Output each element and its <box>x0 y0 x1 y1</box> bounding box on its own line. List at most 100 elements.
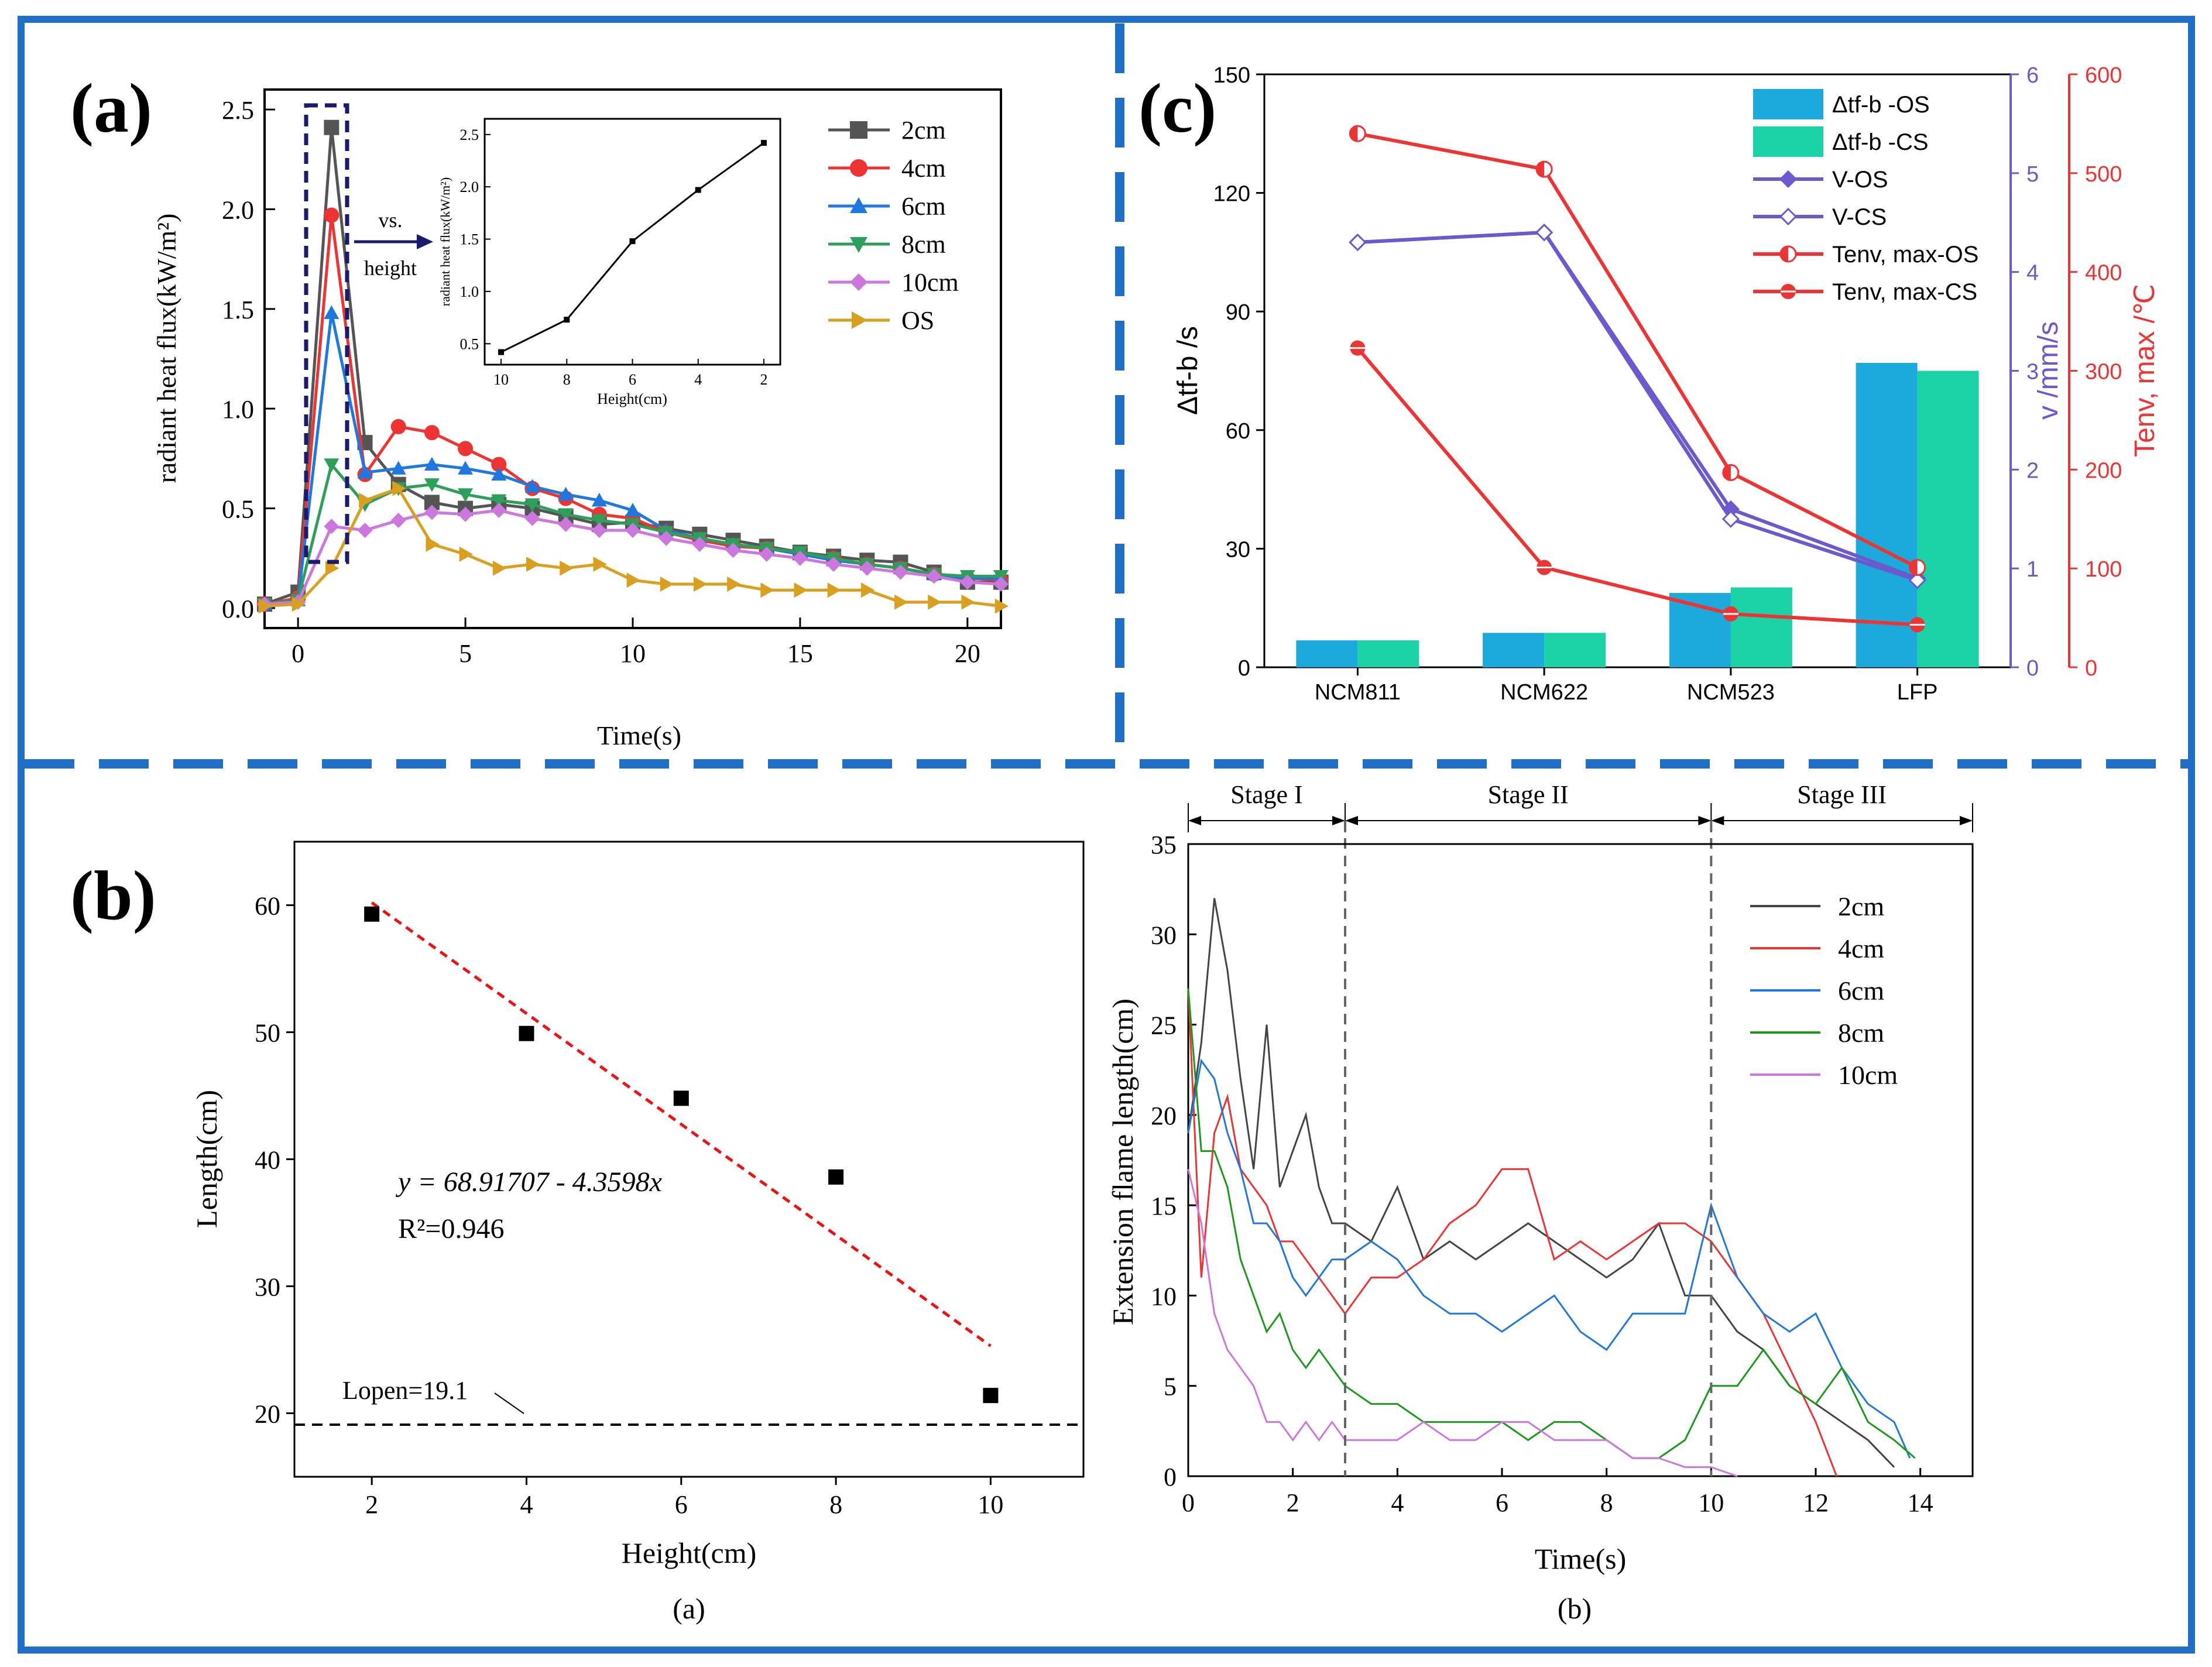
radiant-point-8cm <box>558 508 574 522</box>
length-y-tick-label: 30 <box>255 1273 280 1302</box>
materials-left-tick-label: 90 <box>1226 300 1250 325</box>
materials-category-label: NCM523 <box>1687 680 1775 705</box>
radiant-legend-label: 8cm <box>901 230 946 259</box>
stage-annotations: Stage I Stage II Stage III <box>1188 780 1973 1476</box>
peak-highlight-box <box>304 103 349 564</box>
extension-y-label: Extension flame length(cm) <box>1106 999 1139 1325</box>
radiant-point-6cm <box>558 486 574 501</box>
radiant-y-tick-label: 2.5 <box>222 96 254 125</box>
materials-bar-NCM523 <box>1669 593 1731 667</box>
inset-y-tick-label: 0.5 <box>460 335 479 352</box>
lopen-label: Lopen=19.1 <box>342 1376 468 1405</box>
radiant-legend: 2cm 4cm 6cm 8cm 10cm OS <box>828 116 959 335</box>
radiant-point-OS <box>325 560 339 576</box>
inset-ticks: 0.5 1.0 1.5 2.0 2.5 10 8 6 4 2 <box>460 126 768 388</box>
radiant-point-OS <box>860 582 875 598</box>
extension-series <box>1187 898 1916 1477</box>
extension-y-tick-label: 35 <box>1151 831 1177 859</box>
fit-line <box>371 901 992 1347</box>
vs-height-arrowhead <box>417 234 433 249</box>
length-point <box>364 906 380 922</box>
inset-x-tick-label: 10 <box>493 371 509 388</box>
stage-arrowhead-right <box>1332 816 1345 825</box>
radiant-chart: 0.0 0.5 1.0 1.5 2.0 2.5 0 5 10 15 20 Time(s) radi… <box>152 88 1009 750</box>
materials-legend-label: Tenv, max-OS <box>1832 242 1978 267</box>
radiant-point-10cm <box>692 536 708 552</box>
radiant-point-10cm <box>893 564 908 580</box>
lopen-pointer <box>494 1392 524 1414</box>
length-x-label: Height(cm) <box>622 1536 756 1569</box>
stage-label: Stage I <box>1230 780 1302 809</box>
inset-y-tick-label: 2.0 <box>460 179 479 195</box>
materials-left-tick-label: 120 <box>1213 182 1250 207</box>
extension-x-tick-label: 10 <box>1698 1488 1724 1517</box>
radiant-point-2cm <box>324 119 339 135</box>
radiant-x-tick-label: 10 <box>620 639 646 668</box>
inset-x-tick-label: 6 <box>629 371 636 388</box>
length-x-tick-label: 2 <box>365 1490 378 1519</box>
radiant-point-OS <box>492 560 507 576</box>
stage-label: Stage II <box>1488 780 1569 809</box>
stage-arrowhead-right <box>1960 816 1973 825</box>
figure-frame <box>18 16 2195 1654</box>
length-point <box>519 1025 534 1041</box>
extension-legend: 2cm 4cm 6cm 8cm 10cm <box>1750 891 1898 1090</box>
radiant-point-4cm <box>424 425 440 441</box>
radiant-point-4cm <box>491 457 507 472</box>
extension-y-tick-label: 0 <box>1164 1463 1177 1491</box>
radiant-x-tick-label: 5 <box>459 639 472 668</box>
radiant-point-OS <box>660 577 674 592</box>
radiant-point-10cm <box>324 519 339 534</box>
inset-x-tick-label: 4 <box>694 371 702 388</box>
materials-legend-label: Tenv, max-CS <box>1832 279 1977 305</box>
radiant-legend-label: 2cm <box>901 116 946 145</box>
radiant-point-10cm <box>491 502 507 518</box>
v-tick-label: 2 <box>2026 458 2039 483</box>
length-y-tick-label: 20 <box>255 1400 280 1429</box>
radiant-point-10cm <box>959 574 975 590</box>
materials-point-half <box>1909 560 1918 575</box>
radiant-point-OS <box>994 598 1009 614</box>
radiant-point-6cm <box>324 305 339 320</box>
materials-legend-marker <box>1779 207 1798 226</box>
radiant-point-OS <box>626 572 640 588</box>
extension-x-tick-label: 14 <box>1908 1488 1933 1517</box>
extension-line-10cm <box>1187 1169 1738 1477</box>
radiant-point-OS <box>961 594 975 610</box>
extension-line-8cm <box>1187 988 1916 1459</box>
materials-category-label: NCM811 <box>1315 680 1401 705</box>
materials-category-label: LFP <box>1897 680 1938 705</box>
radiant-y-tick-label: 0.5 <box>222 495 254 524</box>
extension-y-tick-label: 30 <box>1151 921 1177 949</box>
radiant-point-10cm <box>390 513 406 528</box>
radiant-point-OS <box>593 556 607 572</box>
length-x-tick-label: 6 <box>675 1490 688 1519</box>
radiant-legend-label: OS <box>901 306 934 335</box>
inset-point <box>695 187 701 193</box>
inset-point <box>498 349 505 355</box>
left-sub-caption: (a) <box>673 1592 705 1625</box>
radiant-point-OS <box>459 546 474 562</box>
radiant-point-OS <box>760 582 774 598</box>
radiant-point-OS <box>392 481 406 496</box>
extension-legend-label: 8cm <box>1838 1018 1884 1048</box>
materials-chart: 030609012015001234560100200300400500600N… <box>1172 63 2160 705</box>
radiant-point-OS <box>526 556 540 572</box>
materials-point <box>1721 510 1740 528</box>
radiant-point-10cm <box>792 550 808 566</box>
materials-point <box>1349 233 1367 252</box>
radiant-point-OS <box>291 596 306 612</box>
length-point <box>828 1169 844 1185</box>
radiant-x-tick-label: 20 <box>955 639 980 668</box>
materials-point-half <box>1350 126 1358 142</box>
radiant-point-6cm <box>390 461 406 475</box>
radiant-legend-marker <box>852 311 867 329</box>
materials-bar-NCM622 <box>1544 633 1606 667</box>
radiant-point-4cm <box>458 441 474 457</box>
length-x-tick-label: 4 <box>520 1490 533 1519</box>
materials-mid-label: v /mm/s <box>2033 321 2064 420</box>
materials-point <box>1535 224 1553 242</box>
radiant-point-OS <box>426 536 440 552</box>
inset-x-tick-label: 2 <box>760 371 767 388</box>
radiant-point-10cm <box>591 523 607 538</box>
